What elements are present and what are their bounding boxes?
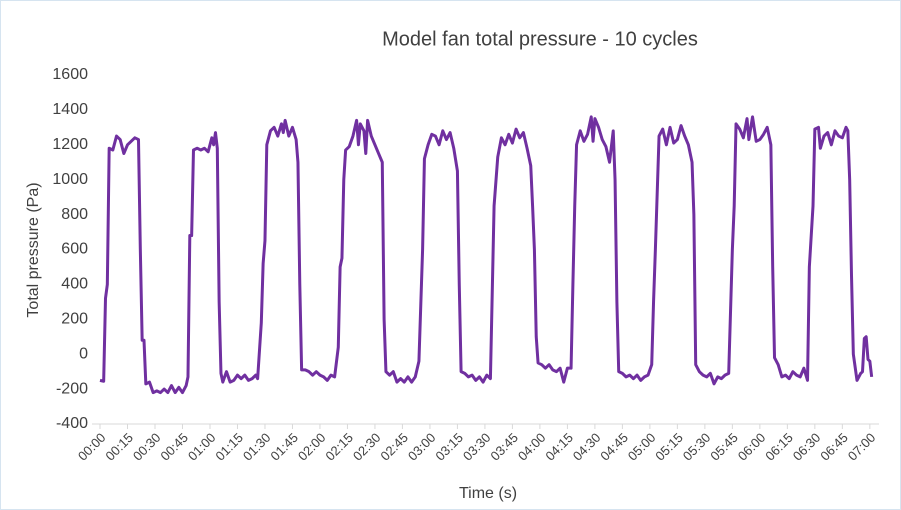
chart-title: Model fan total pressure - 10 cycles xyxy=(382,28,698,50)
y-tick-label: 200 xyxy=(61,311,88,328)
y-tick-label: 1000 xyxy=(52,171,88,188)
y-tick-label: -400 xyxy=(56,415,88,432)
y-tick-label: -200 xyxy=(56,380,88,397)
y-tick-label: 1200 xyxy=(52,136,88,153)
y-tick-label: 800 xyxy=(61,206,88,223)
y-tick-label: 0 xyxy=(79,345,88,362)
y-tick-label: 600 xyxy=(61,241,88,258)
y-axis-label: Total pressure (Pa) xyxy=(25,182,42,317)
x-axis-label: Time (s) xyxy=(459,485,517,502)
y-tick-label: 1600 xyxy=(52,66,88,83)
data-line xyxy=(99,115,874,395)
y-tick-label: 1400 xyxy=(52,101,88,118)
y-tick-label: 400 xyxy=(61,276,88,293)
